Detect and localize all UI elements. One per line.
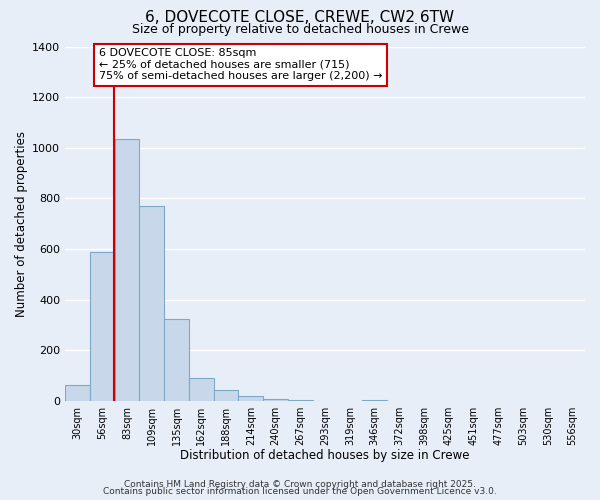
Bar (263, 399, 288, 401)
Text: 6 DOVECOTE CLOSE: 85sqm
← 25% of detached houses are smaller (715)
75% of semi-d: 6 DOVECOTE CLOSE: 85sqm ← 25% of detache… (99, 48, 382, 82)
Bar (214, 390, 238, 401)
Bar (164, 319, 189, 401)
Y-axis label: Number of detached properties: Number of detached properties (15, 131, 28, 317)
Bar (139, 206, 164, 401)
Text: Size of property relative to detached houses in Crewe: Size of property relative to detached ho… (131, 22, 469, 36)
Text: Contains HM Land Registry data © Crown copyright and database right 2025.: Contains HM Land Registry data © Crown c… (124, 480, 476, 489)
Bar (362, 400, 387, 401)
Bar (90, 252, 115, 401)
Text: 6, DOVECOTE CLOSE, CREWE, CW2 6TW: 6, DOVECOTE CLOSE, CREWE, CW2 6TW (145, 10, 455, 25)
X-axis label: Distribution of detached houses by size in Crewe: Distribution of detached houses by size … (181, 450, 470, 462)
Bar (189, 378, 214, 401)
Bar (115, 139, 139, 401)
Bar (288, 400, 313, 401)
Bar (65, 384, 90, 401)
Bar (238, 396, 263, 401)
Text: Contains public sector information licensed under the Open Government Licence v3: Contains public sector information licen… (103, 487, 497, 496)
